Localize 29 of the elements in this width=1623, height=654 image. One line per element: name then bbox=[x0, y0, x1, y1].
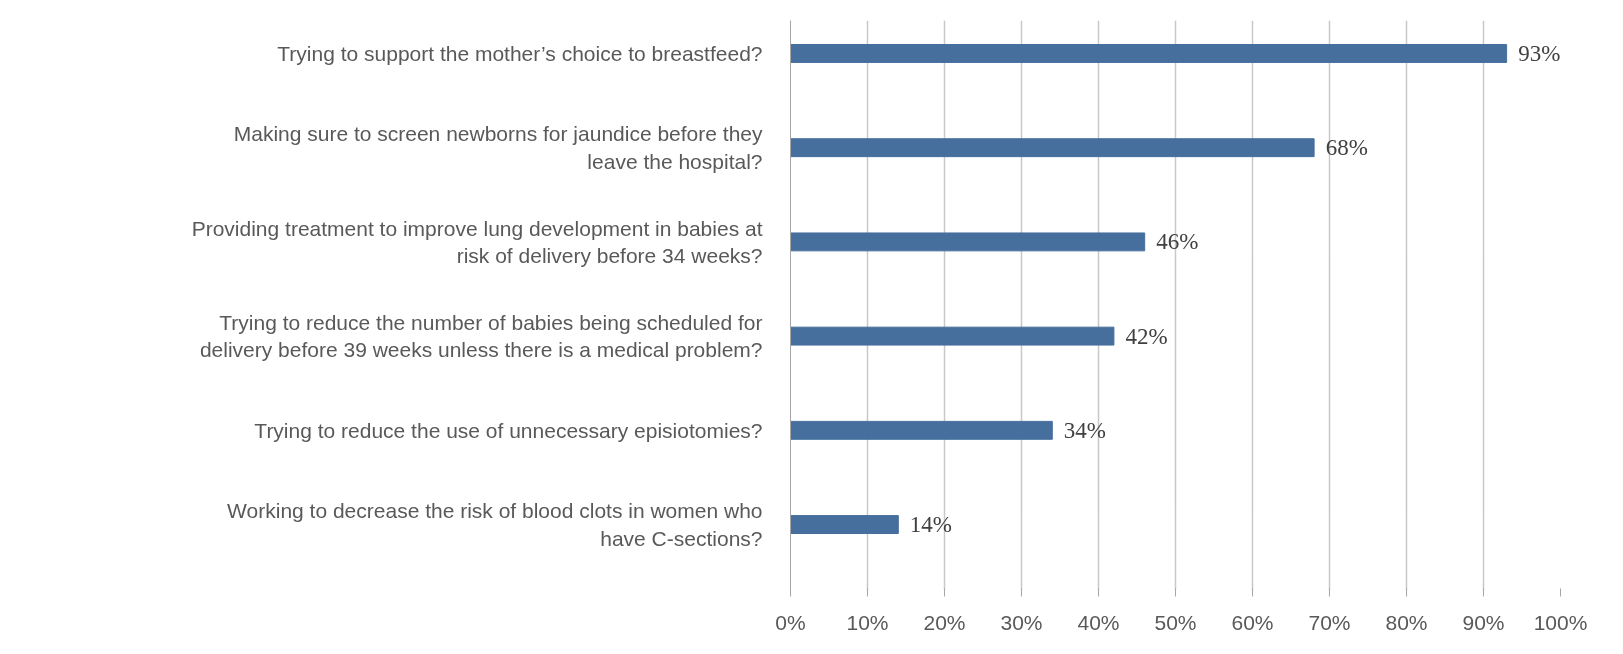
bar bbox=[790, 232, 1146, 252]
data-label: 34% bbox=[1063, 417, 1107, 443]
y-tick-label: Providing treatment to improve lung development in babies at risk of delivery before 34 weeks? bbox=[191, 216, 763, 268]
x-tick-label: 100% bbox=[1533, 610, 1588, 634]
bar bbox=[790, 420, 1053, 440]
y-tick-label: Working to decrease the risk of blood clots in women who have C-sections? bbox=[227, 499, 763, 550]
x-tick-label: 20% bbox=[923, 610, 966, 634]
x-tick-label: 90% bbox=[1462, 610, 1505, 634]
data-label: 14% bbox=[909, 512, 953, 538]
data-label: 93% bbox=[1518, 40, 1561, 66]
x-tick-label: 80% bbox=[1385, 610, 1428, 634]
y-tick-label: Making sure to screen newborns for jaundice before they leave the hospital? bbox=[233, 122, 763, 173]
x-tick-label: 60% bbox=[1231, 610, 1274, 634]
y-tick-label: Trying to reduce the number of babies being scheduled for delivery before 39 weeks unless there is a medical problem? bbox=[199, 310, 763, 362]
x-tick-label: 70% bbox=[1308, 610, 1351, 634]
y-tick-label: Trying to support the mother’s choice to breastfeed? bbox=[277, 41, 763, 65]
data-label: 42% bbox=[1125, 323, 1168, 349]
bar bbox=[790, 44, 1508, 63]
x-tick-label: 50% bbox=[1154, 610, 1197, 634]
x-tick-label: 0% bbox=[775, 610, 806, 634]
y-tick-label: Trying to reduce the use of unnecessary episiotomies? bbox=[254, 418, 763, 442]
x-tick-label: 30% bbox=[1000, 610, 1043, 634]
x-tick-label: 10% bbox=[846, 610, 889, 634]
bar bbox=[790, 138, 1315, 158]
bar bbox=[790, 326, 1115, 346]
data-label: 46% bbox=[1156, 229, 1199, 255]
bar bbox=[790, 515, 899, 534]
data-label: 68% bbox=[1325, 135, 1368, 161]
x-tick-label: 40% bbox=[1077, 610, 1120, 634]
